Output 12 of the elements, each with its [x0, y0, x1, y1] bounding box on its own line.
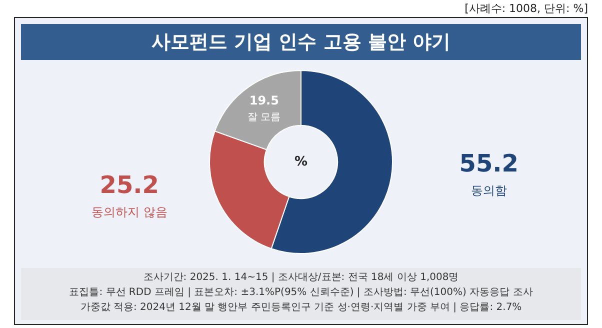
data-label: 55.2 [459, 149, 518, 178]
text: [사례수: 1008, 단위: %] [464, 1, 588, 16]
text: % [294, 154, 308, 170]
slice-label: 동의하지 않음 [91, 205, 168, 220]
slice-label: 잘 모름 [248, 112, 281, 124]
data-label: 25.2 [100, 171, 159, 200]
chart-title: 사모펀드 기업 인수 고용 불안 야기 [21, 24, 581, 60]
text: 가중값 적용: 2024년 12월 말 행안부 주민등록인구 기준 성·연령·지역별 가중 부여 | 응답률: 2.7% [79, 301, 523, 315]
data-label: 19.5 [249, 94, 279, 108]
text: 조사기간: 2025. 1. 14~15 | 조사대상/표본: 전국 18세 이상 1,008명 [142, 271, 460, 285]
slice-label: 동의함 [470, 183, 507, 198]
text: 표집틀: 무선 RDD 프레임 | 표본오차: ±3.1%P(95% 신뢰수준) | 조사방법: 무선(100%) 자동응답 조사 [68, 286, 534, 300]
